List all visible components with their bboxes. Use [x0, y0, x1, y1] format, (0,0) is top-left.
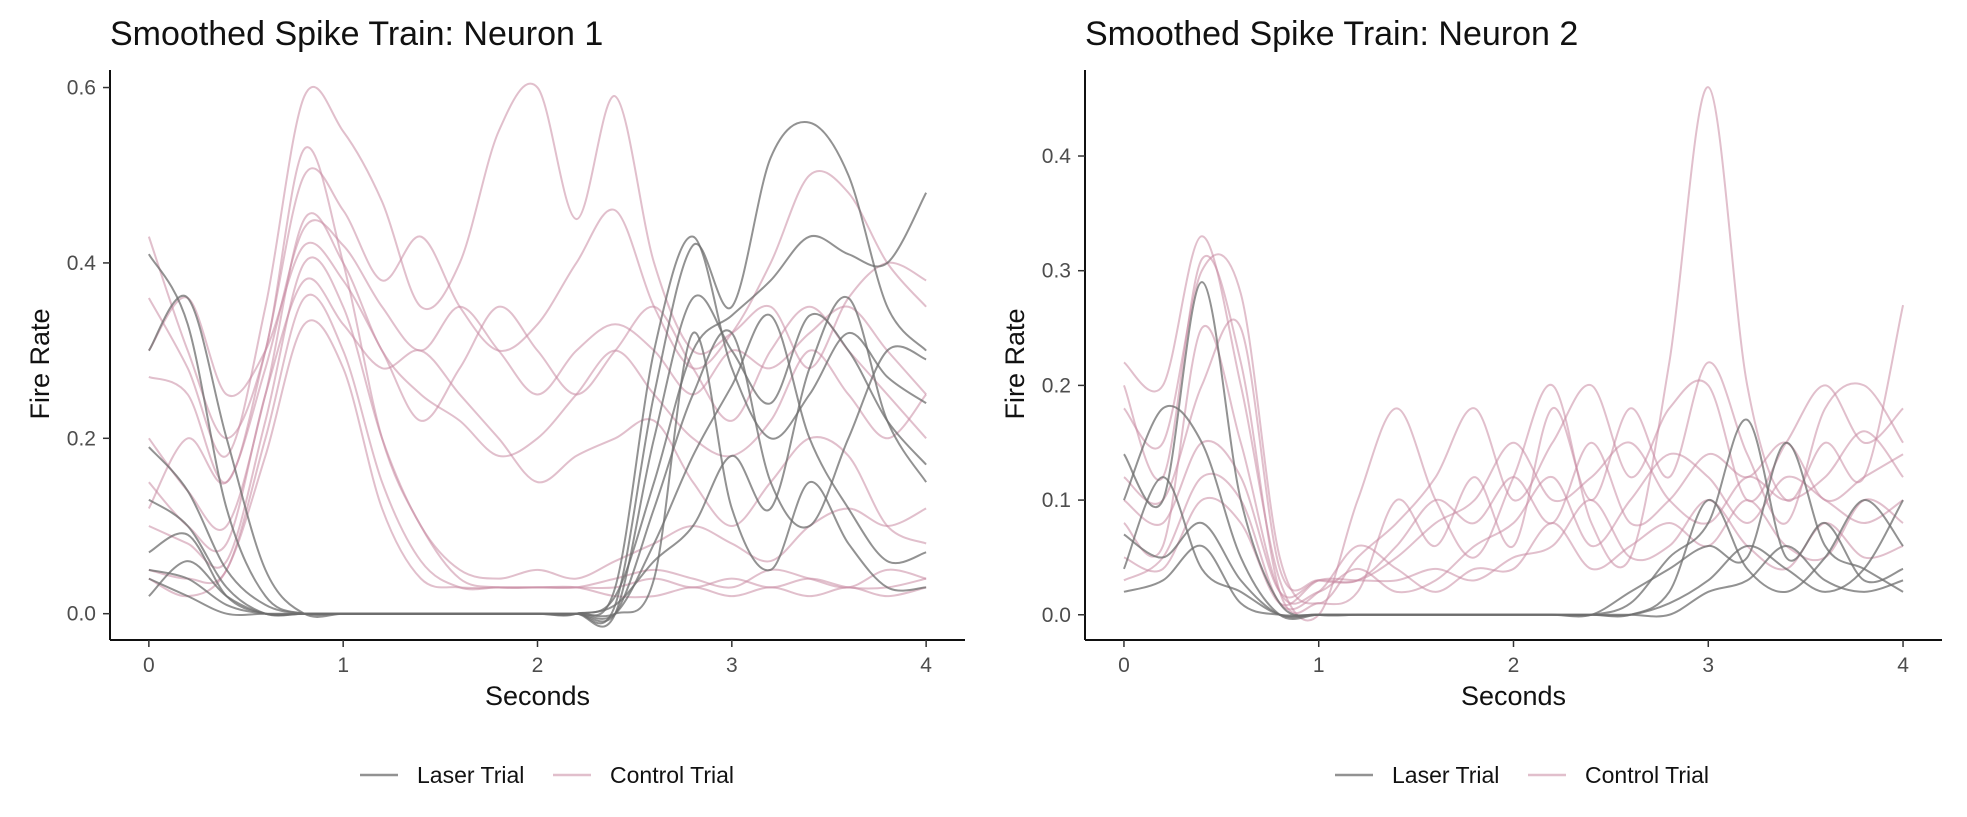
x-tick-label: 2: [532, 654, 544, 677]
legend-label-laser: Laser Trial: [417, 762, 524, 788]
y-tick-label: 0.0: [67, 603, 96, 626]
x-axis-label: Seconds: [1461, 681, 1566, 711]
y-tick-label: 0.0: [1042, 604, 1071, 627]
chart-title: Smoothed Spike Train: Neuron 1: [110, 15, 603, 53]
series-line-control-9: [1123, 497, 1904, 607]
series-line-control-6: [1123, 253, 1904, 605]
series-line-laser-0: [1123, 281, 1904, 617]
x-tick-label: 2: [1508, 654, 1520, 677]
series-line-control-12: [1123, 440, 1904, 599]
y-tick-label: 0.1: [1042, 489, 1071, 512]
x-tick-label: 1: [1313, 654, 1325, 677]
legend-label-laser: Laser Trial: [1392, 762, 1499, 788]
y-tick-label: 0.4: [67, 252, 97, 275]
series-line-laser-0: [147, 192, 928, 616]
y-axis-label: Fire Rate: [25, 308, 55, 419]
series-line-control-13: [148, 293, 927, 591]
series-line-control-12: [148, 256, 927, 580]
series-line-control-10: [1123, 255, 1904, 615]
series-line-control-17: [147, 219, 927, 509]
legend: Laser Trial Control Trial: [360, 762, 734, 788]
x-tick-label: 1: [337, 654, 349, 677]
series-line-laser-7: [148, 331, 927, 618]
x-tick-label: 0: [1118, 654, 1130, 677]
x-tick-label: 0: [143, 654, 155, 677]
legend-label-control: Control Trial: [610, 762, 734, 788]
series-line-laser-1: [148, 121, 927, 625]
series-line-control-9: [147, 82, 927, 458]
series-line-control-15: [148, 277, 927, 553]
x-tick-label: 3: [1702, 654, 1714, 677]
series-line-laser-2: [148, 294, 927, 628]
series-line-control-14: [148, 241, 927, 439]
series-line-control-8: [1123, 324, 1904, 605]
x-axis-label: Seconds: [485, 681, 590, 711]
series-line-laser-1: [1123, 404, 1904, 620]
x-tick-label: 4: [1897, 654, 1909, 677]
series-line-control-11: [1123, 472, 1904, 611]
chart-title: Smoothed Spike Train: Neuron 2: [1085, 15, 1578, 53]
x-tick-label: 4: [920, 654, 932, 677]
y-tick-label: 0.2: [1042, 374, 1071, 397]
y-tick-label: 0.3: [1042, 260, 1071, 283]
y-tick-label: 0.4: [1042, 145, 1072, 168]
chart-panel-1: Smoothed Spike Train: Neuron 1 0.0 0.2 0.4 0…: [25, 15, 965, 788]
y-axis-label: Fire Rate: [1000, 308, 1030, 419]
series-group: [1123, 86, 1905, 622]
series-line-control-5: [1123, 86, 1905, 622]
series-group: [147, 82, 928, 628]
legend-label-control: Control Trial: [1585, 762, 1709, 788]
chart-panel-2: Smoothed Spike Train: Neuron 2 0.0 0.1 0.2 0…: [1000, 15, 1942, 788]
series-line-laser-5: [148, 313, 927, 620]
legend: Laser Trial Control Trial: [1335, 762, 1709, 788]
series-line-laser-3: [148, 235, 927, 617]
y-tick-label: 0.6: [67, 77, 96, 100]
x-tick-label: 3: [726, 654, 738, 677]
y-tick-label: 0.2: [67, 427, 96, 450]
series-line-laser-4: [1123, 544, 1904, 618]
series-line-control-10: [148, 167, 927, 484]
series-line-control-16: [148, 319, 927, 599]
series-line-control-7: [1123, 318, 1904, 592]
